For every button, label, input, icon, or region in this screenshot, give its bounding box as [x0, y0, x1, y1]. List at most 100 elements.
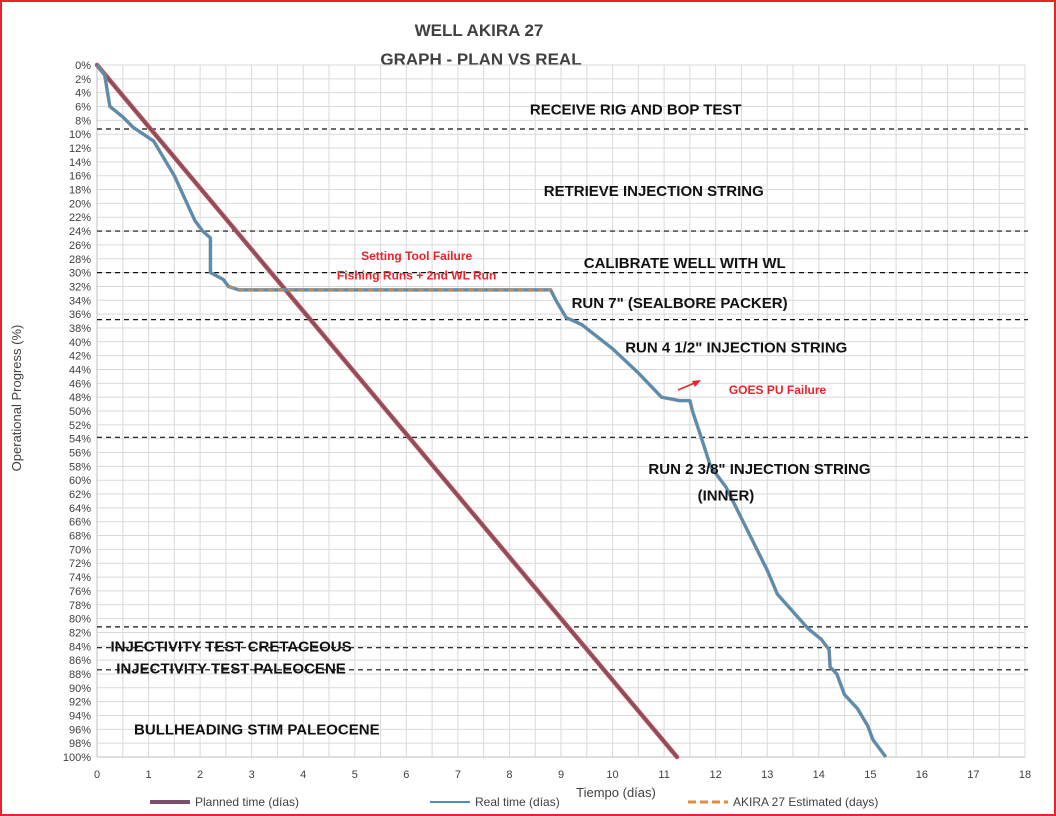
- legend-label: AKIRA 27 Estimated (days): [733, 795, 878, 809]
- x-tick-label: 0: [94, 769, 100, 781]
- x-tick-label: 14: [813, 769, 825, 781]
- y-tick-label: 100%: [63, 752, 91, 764]
- x-tick-label: 9: [558, 769, 564, 781]
- y-tick-label: 56%: [69, 448, 91, 460]
- y-axis-ticks: 0% 2% 4% 6%8% 10% 12% 14% 16% 18%20% 22% 24% 26% 28%…: [63, 60, 91, 764]
- y-tick-label: 78%: [69, 600, 91, 612]
- y-tick-label: 84%: [69, 641, 91, 653]
- phase-labels: RECEIVE RIG AND BOP TEST RETRIEVE INJECTI…: [110, 101, 870, 738]
- chart-title-line1: WELL AKIRA 27: [415, 21, 544, 40]
- y-tick-label: 52%: [69, 420, 91, 432]
- x-tick-label: 16: [916, 769, 928, 781]
- y-tick-label: 24%: [69, 226, 91, 238]
- y-tick-label: 98%: [69, 738, 91, 750]
- phase-label: RECEIVE RIG AND BOP TEST: [530, 101, 742, 118]
- x-tick-label: 1: [145, 769, 151, 781]
- y-tick-label: 92%: [69, 697, 91, 709]
- y-tick-label: 96%: [69, 724, 91, 736]
- x-tick-label: 7: [455, 769, 461, 781]
- phase-boundaries: [97, 128, 1028, 671]
- y-tick-label: 48%: [69, 392, 91, 404]
- legend-label: Planned time (días): [195, 795, 299, 809]
- y-tick-label: 38%: [69, 323, 91, 335]
- y-tick-label: 44%: [69, 364, 91, 376]
- plot-series: [94, 62, 888, 760]
- x-tick-label: 10: [606, 769, 618, 781]
- planned-series-line-core: [96, 64, 678, 758]
- y-tick-label: 26%: [69, 240, 91, 252]
- y-tick-label: 90%: [69, 683, 91, 695]
- grid-lines: [96, 64, 1026, 758]
- y-tick-label: 66%: [69, 517, 91, 529]
- y-tick-label: 68%: [69, 531, 91, 543]
- annotation-arrowhead: [692, 380, 701, 387]
- y-tick-label: 18%: [69, 185, 91, 197]
- y-tick-label: 22%: [69, 212, 91, 224]
- y-tick-label: 76%: [69, 586, 91, 598]
- y-tick-label: 0%: [75, 60, 91, 72]
- x-tick-label: 3: [249, 769, 255, 781]
- y-tick-label: 6%: [75, 102, 91, 114]
- y-tick-label: 42%: [69, 351, 91, 363]
- y-tick-label: 16%: [69, 171, 91, 183]
- y-tick-label: 46%: [69, 378, 91, 390]
- y-tick-label: 40%: [69, 337, 91, 349]
- y-tick-label: 58%: [69, 461, 91, 473]
- phase-label: RUN 4 1/2" INJECTION STRING: [625, 339, 847, 356]
- y-tick-label: 36%: [69, 309, 91, 321]
- legend: Planned time (días) Real time (días) AKIRA…: [150, 795, 878, 809]
- x-tick-label: 11: [658, 769, 669, 781]
- phase-label: RUN 2 3/8" INJECTION STRING: [648, 461, 870, 478]
- y-tick-label: 74%: [69, 572, 91, 584]
- real-series-line: [96, 64, 887, 758]
- annotation-label: Fishing Runs + 2nd WL Run: [337, 268, 496, 282]
- x-tick-label: 5: [352, 769, 358, 781]
- y-tick-label: 60%: [69, 475, 91, 487]
- y-tick-label: 12%: [69, 143, 91, 155]
- phase-label: INJECTIVITY TEST CRETACEOUS: [110, 638, 351, 655]
- y-tick-label: 88%: [69, 669, 91, 681]
- x-tick-label: 2: [197, 769, 203, 781]
- x-tick-label: 17: [967, 769, 979, 781]
- y-tick-label: 4%: [75, 88, 91, 100]
- phase-label: INJECTIVITY TEST PALEOCENE: [116, 660, 345, 677]
- y-tick-label: 14%: [69, 157, 91, 169]
- y-tick-label: 32%: [69, 281, 91, 293]
- phase-label: BULLHEADING STIM PALEOCENE: [134, 721, 380, 738]
- phase-label: (INNER): [698, 487, 755, 504]
- phase-label: CALIBRATE WELL WITH WL: [584, 255, 786, 272]
- phase-label: RUN 7" (SEALBORE PACKER): [572, 295, 788, 312]
- y-tick-label: 54%: [69, 434, 91, 446]
- y-tick-label: 62%: [69, 489, 91, 501]
- y-tick-label: 28%: [69, 254, 91, 266]
- x-tick-label: 4: [300, 769, 306, 781]
- y-tick-label: 64%: [69, 503, 91, 515]
- y-tick-label: 72%: [69, 558, 91, 570]
- y-tick-label: 8%: [75, 115, 91, 127]
- chart-title-line2: GRAPH - PLAN VS REAL: [380, 50, 581, 69]
- y-tick-label: 94%: [69, 710, 91, 722]
- y-tick-label: 86%: [69, 655, 91, 667]
- y-axis-label: Operational Progress (%): [9, 325, 24, 472]
- x-tick-label: 8: [506, 769, 512, 781]
- x-tick-label: 15: [864, 769, 876, 781]
- y-tick-label: 20%: [69, 198, 91, 210]
- annotation-label: Setting Tool Failure: [361, 249, 472, 263]
- y-tick-label: 30%: [69, 268, 91, 280]
- y-tick-label: 2%: [75, 74, 91, 86]
- y-tick-label: 70%: [69, 544, 91, 556]
- y-tick-label: 50%: [69, 406, 91, 418]
- x-tick-label: 12: [710, 769, 722, 781]
- x-tick-label: 18: [1019, 769, 1031, 781]
- estimated-series-line: [228, 285, 551, 291]
- legend-label: Real time (días): [475, 795, 560, 809]
- y-tick-label: 34%: [69, 295, 91, 307]
- y-tick-label: 82%: [69, 627, 91, 639]
- x-axis-ticks: 0 1 2 3 4 5 6 7 8 9 10 11 12 13 14 15 16 17 18: [94, 769, 1031, 781]
- x-tick-label: 13: [761, 769, 773, 781]
- annotations: Setting Tool Failure Fishing Runs + 2nd W…: [337, 249, 827, 397]
- phase-label: RETRIEVE INJECTION STRING: [544, 183, 764, 200]
- x-tick-label: 6: [403, 769, 409, 781]
